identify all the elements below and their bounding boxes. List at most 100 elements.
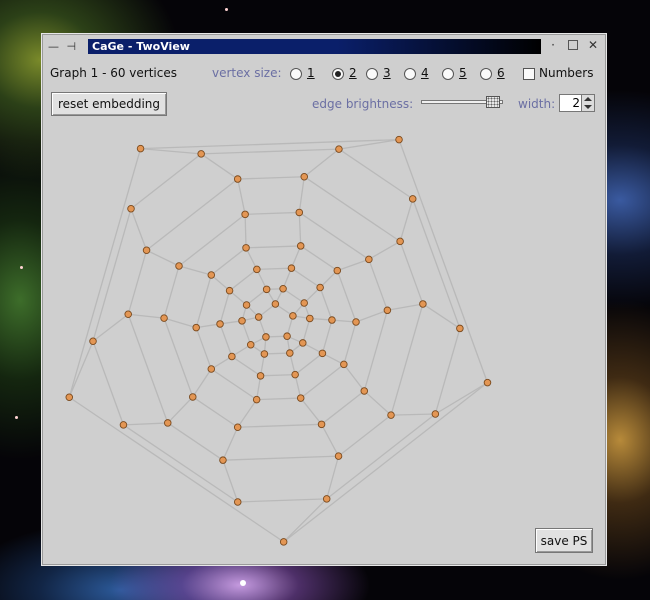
graph-vertex[interactable] — [289, 312, 297, 320]
graph-vertex[interactable] — [233, 423, 242, 431]
graph-vertex[interactable] — [164, 419, 172, 427]
graph-vertex[interactable] — [124, 310, 132, 319]
graph-vertex[interactable] — [318, 349, 327, 358]
graph-vertex[interactable] — [216, 320, 224, 328]
graph-vertex[interactable] — [340, 360, 348, 369]
graph-vertex[interactable] — [225, 286, 234, 295]
graph-vertex[interactable] — [65, 393, 74, 401]
vertex-size-radio-4[interactable] — [404, 68, 416, 80]
graph-vertex[interactable] — [279, 538, 288, 546]
graph-vertex[interactable] — [256, 372, 265, 380]
graph-vertex[interactable] — [253, 265, 261, 274]
graph-vertex[interactable] — [419, 300, 427, 308]
graph-canvas[interactable] — [42, 34, 608, 567]
vertex-size-radio-3[interactable] — [366, 68, 378, 80]
graph-vertex[interactable] — [299, 339, 307, 347]
graph-vertex[interactable] — [300, 172, 308, 181]
graph-vertex[interactable] — [219, 456, 227, 464]
edge-brightness-thumb[interactable] — [485, 96, 500, 108]
graph-vertex[interactable] — [175, 262, 183, 270]
graph-vertex[interactable] — [192, 323, 200, 332]
minimize-icon[interactable]: · — [551, 38, 555, 52]
graph-vertex[interactable] — [300, 299, 308, 307]
graph-edge — [237, 423, 322, 428]
graph-vertex[interactable] — [197, 150, 205, 158]
graph-vertex[interactable] — [233, 498, 242, 506]
graph-edge — [178, 213, 246, 267]
spin-up-icon[interactable] — [584, 97, 592, 101]
graph-vertex[interactable] — [228, 352, 236, 361]
maximize-icon[interactable] — [566, 38, 580, 52]
close-icon[interactable]: ✕ — [587, 38, 599, 52]
graph-vertex[interactable] — [431, 410, 440, 418]
graph-vertex[interactable] — [317, 420, 326, 429]
edge-brightness-slider[interactable] — [421, 100, 503, 104]
vertex-size-radio-5[interactable] — [442, 68, 454, 80]
graph-vertex[interactable] — [296, 242, 305, 250]
vertex-size-radio-1[interactable] — [290, 68, 302, 80]
graph-edge — [322, 352, 345, 365]
graph-vertex[interactable] — [89, 337, 97, 345]
graph-vertex[interactable] — [262, 333, 270, 341]
graph-vertex[interactable] — [260, 350, 269, 358]
graph-vertex[interactable] — [395, 135, 403, 144]
graph-vertex[interactable] — [238, 317, 246, 325]
graph-vertex[interactable] — [207, 271, 216, 279]
graph-vertex[interactable] — [246, 341, 255, 349]
numbers-checkbox[interactable] — [523, 68, 535, 80]
graph-vertex[interactable] — [119, 421, 128, 429]
graph-vertex[interactable] — [142, 246, 151, 254]
graph-vertex[interactable] — [279, 284, 287, 293]
graph-edge — [222, 426, 239, 461]
width-spinner[interactable]: 2 — [559, 94, 595, 112]
graph-vertex[interactable] — [242, 301, 251, 309]
graph-vertex[interactable] — [254, 313, 263, 321]
graph-vertex[interactable] — [127, 204, 135, 213]
graph-edge — [398, 139, 489, 383]
graph-vertex[interactable] — [335, 145, 343, 153]
graph-vertex[interactable] — [287, 264, 296, 272]
edge-brightness-label: edge brightness: — [312, 97, 414, 111]
graph-vertex[interactable] — [396, 237, 404, 246]
graph-vertex[interactable] — [387, 411, 395, 419]
vertex-size-radio-2[interactable] — [332, 68, 344, 80]
graph-vertex[interactable] — [189, 393, 197, 401]
graph-vertex[interactable] — [352, 318, 360, 326]
graph-vertex[interactable] — [291, 370, 299, 379]
graph-vertex[interactable] — [286, 349, 294, 357]
graph-vertex[interactable] — [262, 285, 271, 294]
graph-vertex[interactable] — [271, 300, 280, 308]
graph-vertex[interactable] — [328, 316, 336, 324]
graph-vertex[interactable] — [365, 255, 373, 264]
graph-vertex[interactable] — [241, 210, 249, 219]
width-value[interactable]: 2 — [572, 96, 580, 110]
graph-vertex[interactable] — [207, 365, 216, 373]
graph-vertex[interactable] — [252, 395, 261, 404]
graph-vertex[interactable] — [242, 244, 250, 252]
graph-vertex[interactable] — [322, 495, 331, 503]
graph-edge — [140, 138, 400, 150]
title-bar[interactable]: — ⊣ CaGe - TwoView · ✕ — [44, 36, 604, 58]
graph-vertex[interactable] — [283, 332, 291, 340]
graph-vertex[interactable] — [136, 144, 145, 153]
graph-vertex[interactable] — [306, 314, 314, 323]
graph-vertex[interactable] — [316, 283, 324, 292]
graph-vertex[interactable] — [296, 394, 305, 402]
graph-vertex[interactable] — [295, 208, 304, 217]
graph-vertex[interactable] — [483, 378, 492, 387]
graph-vertex[interactable] — [333, 266, 342, 275]
spin-down-icon[interactable] — [584, 105, 592, 109]
reset-embedding-button[interactable]: reset embedding — [51, 92, 167, 116]
vertex-size-radio-6[interactable] — [480, 68, 492, 80]
save-ps-button[interactable]: save PS — [535, 528, 593, 553]
graph-vertex[interactable] — [160, 314, 168, 322]
graph-vertex[interactable] — [334, 452, 343, 460]
graph-edge — [300, 397, 323, 425]
graph-vertex[interactable] — [456, 324, 464, 333]
graph-vertex[interactable] — [233, 175, 242, 183]
star-decoration — [225, 8, 228, 11]
graph-vertex[interactable] — [383, 306, 392, 315]
graph-vertex[interactable] — [408, 195, 417, 203]
window-menu-icon[interactable]: — ⊣ — [48, 40, 79, 53]
graph-vertex[interactable] — [360, 387, 369, 395]
